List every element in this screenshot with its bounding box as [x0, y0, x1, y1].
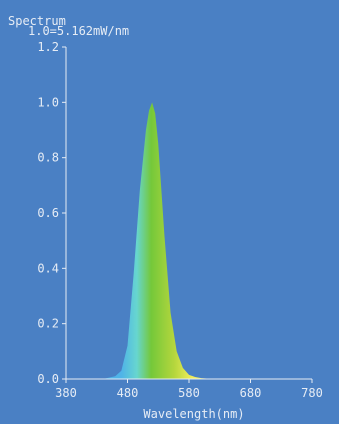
y-tick-label: 0.2 [37, 317, 59, 331]
y-tick-label: 0.6 [37, 206, 59, 220]
x-tick-label: 480 [117, 386, 139, 400]
x-axis-label: Wavelength(nm) [143, 407, 244, 421]
y-tick-label: 0.0 [37, 372, 59, 386]
y-tick-label: 0.4 [37, 261, 59, 275]
y-tick-label: 1.0 [37, 95, 59, 109]
x-tick-label: 780 [301, 386, 323, 400]
x-tick-label: 680 [240, 386, 262, 400]
y-tick-label: 0.8 [37, 151, 59, 165]
spectrum-area [66, 102, 312, 379]
x-tick-label: 380 [55, 386, 77, 400]
y-tick-label: 1.2 [37, 40, 59, 54]
peak-annotation: 1.0=5.162mW/nm [28, 24, 129, 38]
x-tick-label: 580 [178, 386, 200, 400]
chart-title: Spectrum [8, 14, 66, 28]
